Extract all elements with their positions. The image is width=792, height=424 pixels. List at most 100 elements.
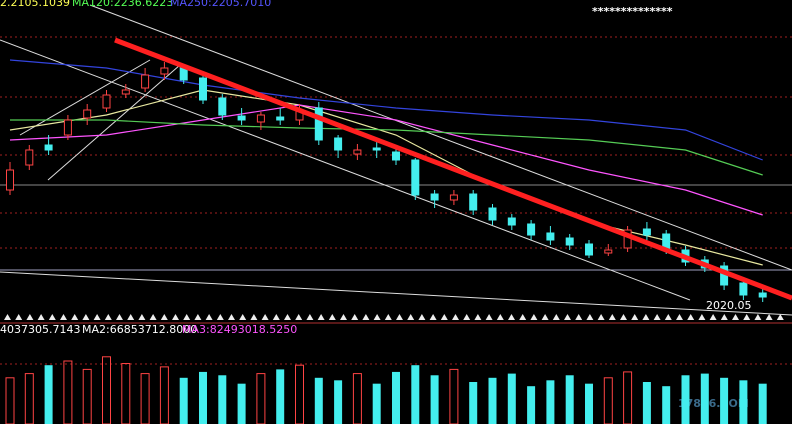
volume-bar [140, 373, 150, 424]
candle-body [411, 159, 420, 196]
trend-line [114, 37, 792, 301]
candle-body [488, 207, 497, 221]
volume-bar [179, 377, 188, 424]
candle-body [83, 109, 92, 119]
volume-bar [63, 360, 73, 424]
signal-marker [228, 314, 235, 320]
candle-body [276, 116, 285, 121]
candle-body [604, 249, 613, 254]
signal-marker [116, 314, 123, 320]
signal-marker [396, 314, 403, 320]
candle-body [121, 89, 130, 95]
signal-marker [485, 314, 493, 320]
signal-marker [732, 314, 739, 320]
signal-marker [183, 314, 191, 320]
candle-body [469, 193, 478, 211]
candle-body [63, 119, 72, 136]
candle-body [44, 144, 53, 151]
signal-marker [463, 314, 471, 320]
signal-marker [407, 314, 415, 320]
volume-bar [352, 373, 362, 424]
candle-body [758, 292, 767, 298]
candle-body [739, 282, 748, 296]
plot [6, 59, 767, 302]
signal-marker [452, 314, 459, 320]
signal-marker [564, 314, 571, 320]
volume-bar [430, 375, 439, 424]
watermark: 17846.COM [678, 397, 749, 410]
volume-bar [411, 365, 420, 424]
ma-line [9, 89, 763, 266]
signal-marker [351, 314, 359, 320]
volume-bar [623, 371, 633, 424]
candle-body [334, 137, 343, 151]
signal-marker [172, 314, 179, 320]
candle-body [314, 107, 323, 141]
signal-marker [631, 314, 639, 320]
candle-body [565, 237, 574, 246]
signal-row [4, 314, 784, 320]
candle-body [160, 67, 169, 75]
signal-marker [575, 314, 583, 320]
signal-marker [664, 314, 672, 320]
volume-bar [159, 366, 169, 424]
signal-marker [138, 314, 146, 320]
candle-body [218, 97, 227, 116]
ma-line [9, 104, 763, 216]
candle-body [102, 94, 111, 109]
signal-marker [384, 314, 392, 320]
candle-body [256, 114, 265, 123]
volume-bar [314, 377, 323, 424]
candle-body [527, 223, 536, 236]
candle-body [430, 193, 439, 201]
signal-marker [709, 314, 717, 320]
signal-marker [26, 314, 34, 320]
signal-marker [620, 314, 627, 320]
signal-marker [60, 314, 67, 320]
volume-legend: MA2:66853712.8000 [82, 323, 197, 336]
signal-marker [284, 314, 291, 320]
signal-marker [261, 314, 269, 320]
signal-marker [720, 314, 728, 320]
signal-marker [608, 314, 616, 320]
signal-marker [48, 314, 56, 320]
signal-marker [687, 314, 695, 320]
volume-bar [585, 383, 593, 424]
signal-marker [340, 314, 347, 320]
signal-marker [698, 314, 706, 320]
legend-item: MA250:2205.7010 [170, 0, 271, 9]
volume-bar [237, 383, 246, 424]
candle-body [6, 169, 14, 191]
legend-item: 2.2105.1039 [0, 0, 70, 9]
signal-marker [149, 314, 157, 320]
signal-marker [194, 314, 202, 320]
signal-marker [642, 314, 650, 320]
candle-body [642, 228, 651, 236]
volume-bar [488, 377, 497, 424]
signal-marker [37, 314, 45, 320]
volume-bar [662, 386, 671, 424]
candle-body [372, 147, 381, 151]
volume-bar [758, 383, 767, 424]
channel-lines [0, 4, 792, 316]
signal-marker [205, 314, 213, 320]
signal-marker [586, 314, 594, 320]
volume-bar [681, 375, 690, 424]
signal-marker [653, 314, 661, 320]
volume-bar [199, 371, 207, 424]
volume-bar [700, 373, 709, 424]
signal-marker [250, 314, 258, 320]
volume-bar [334, 380, 343, 424]
volume-bar [218, 375, 227, 424]
signal-marker [743, 314, 751, 320]
signal-marker [508, 314, 515, 320]
candle-body [141, 74, 150, 89]
signal-marker [93, 314, 101, 320]
signal-marker [496, 314, 504, 320]
volume-bar [739, 380, 748, 424]
signal-marker [362, 314, 370, 320]
ma-line [10, 119, 763, 176]
signal-marker [429, 314, 437, 320]
signal-marker [160, 314, 168, 320]
